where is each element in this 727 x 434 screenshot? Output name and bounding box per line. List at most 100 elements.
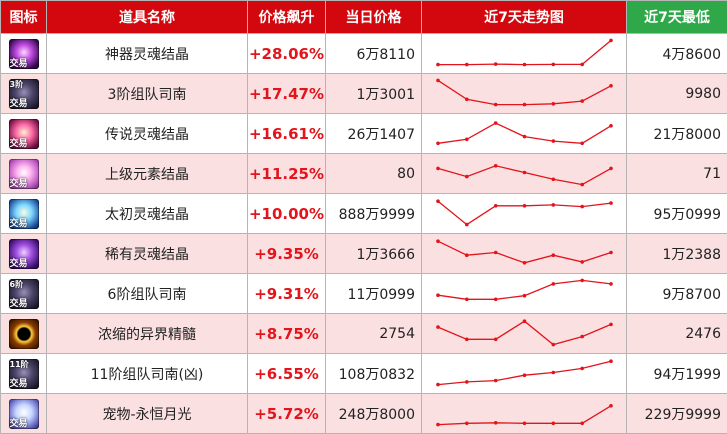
trend-point: [551, 62, 556, 67]
item-name: 3阶组队司南: [46, 73, 248, 114]
today-price: 1万3001: [325, 73, 422, 114]
table-row: 交易 太初灵魂结晶 +10.00% 888万9999 95万0999: [0, 193, 727, 234]
trend-point: [493, 337, 498, 342]
trend-point: [465, 421, 469, 426]
trend-point: [465, 297, 469, 302]
trend-point: [609, 282, 613, 286]
table-row: 交易 稀有灵魂结晶 +9.35% 1万3666 1万2388: [0, 233, 727, 274]
header-rise: 价格飙升: [247, 0, 326, 34]
trend-point: [609, 38, 613, 43]
lowest-price: 9980: [626, 73, 727, 114]
trend-line: [437, 240, 612, 264]
tier-label: 11阶: [9, 359, 29, 369]
trend-point: [551, 177, 556, 182]
trend-point: [493, 164, 498, 168]
moon-pet-icon: 交易: [8, 398, 39, 429]
trend-point: [436, 199, 440, 203]
table-row: 6阶 交易 6阶组队司南 +9.31% 11万0999 9万8700: [0, 273, 727, 314]
trend-point: [493, 102, 498, 107]
trend-point: [580, 366, 584, 371]
trend-point: [436, 78, 440, 83]
icon-cell: 交易: [0, 193, 47, 234]
trend-point: [522, 170, 527, 175]
trend-cell: [421, 233, 627, 274]
item-name: 6阶组队司南: [46, 273, 248, 314]
header-trend: 近7天走势图: [421, 0, 627, 34]
trend-line: [437, 122, 612, 144]
trend-cell: [421, 153, 627, 194]
icon-cell: 11阶交易: [0, 353, 47, 394]
trend-cell: [421, 73, 627, 114]
trend-point: [551, 102, 556, 106]
trend-point: [436, 141, 440, 146]
today-price: 80: [325, 153, 422, 194]
price-rise: +11.25%: [247, 153, 326, 194]
trend-cell: [421, 113, 627, 154]
blue-crystal-icon: 交易: [8, 198, 39, 229]
trend-sparkline: [436, 121, 613, 146]
item-name: 太初灵魂结晶: [46, 193, 248, 234]
icon-cell: 交易: [0, 113, 47, 154]
trend-sparkline: [436, 164, 613, 187]
trend-sparkline: [436, 404, 613, 427]
trend-point: [522, 102, 527, 107]
table-body: 交易 神器灵魂结晶 +28.06% 6万8110 4万8600 3阶 交易 3阶组队司南 +17…: [0, 33, 727, 434]
trend-point: [609, 404, 613, 408]
table-row: 浓缩的异界精髓 +8.75% 2754 2476: [0, 313, 727, 354]
trend-point: [436, 166, 440, 171]
lowest-price: 229万9999: [626, 393, 727, 434]
price-rise: +9.35%: [247, 233, 326, 274]
item-name: 上级元素结晶: [46, 153, 248, 194]
trend-sparkline: [436, 239, 613, 265]
price-rise: +28.06%: [247, 33, 326, 74]
trend-point: [436, 293, 440, 297]
violet-crystal-icon: 交易: [8, 238, 39, 269]
trend-point: [522, 421, 527, 426]
trend-point: [493, 204, 498, 208]
icon-cell: 交易: [0, 33, 47, 74]
item-name: 浓缩的异界精髓: [46, 313, 248, 354]
trend-line: [437, 165, 612, 186]
dark-ring-icon: 11阶交易: [8, 358, 39, 389]
price-rise: +16.61%: [247, 113, 326, 154]
price-rise: +9.31%: [247, 273, 326, 314]
today-price: 26万1407: [325, 113, 422, 154]
trade-badge: 交易: [9, 378, 28, 389]
purple-crystal-icon: 交易: [8, 38, 39, 69]
trend-line: [438, 39, 612, 66]
trend-point: [609, 359, 613, 363]
lowest-price: 1万2388: [626, 233, 727, 274]
trend-point: [580, 204, 584, 209]
trend-point: [493, 121, 498, 125]
table-row: 3阶 交易 3阶组队司南 +17.47% 1万3001 9980: [0, 73, 727, 114]
trend-point: [609, 250, 613, 255]
price-rise: +5.72%: [247, 393, 326, 434]
trend-point: [436, 325, 440, 329]
trend-point: [522, 62, 527, 67]
price-rise: +6.55%: [247, 353, 326, 394]
pink-orb-icon: 交易: [8, 158, 39, 189]
trend-point: [522, 261, 527, 265]
icon-cell: 6阶 交易: [0, 273, 47, 314]
trend-point: [465, 380, 469, 384]
dark-ring-icon: 6阶 交易: [8, 278, 39, 309]
item-name: 稀有灵魂结晶: [46, 233, 248, 274]
trend-sparkline: [436, 199, 613, 227]
trend-point: [436, 62, 440, 67]
trend-cell: [421, 393, 627, 434]
trend-point: [493, 378, 498, 383]
trend-cell: [421, 313, 627, 354]
header-today: 当日价格: [325, 0, 422, 34]
trend-point: [580, 99, 584, 103]
icon-cell: 3阶 交易: [0, 73, 47, 114]
lowest-price: 4万8600: [626, 33, 727, 74]
item-name: 11阶组队司南(凶): [46, 353, 248, 394]
trend-point: [609, 322, 613, 327]
price-rise: +10.00%: [247, 193, 326, 234]
trend-point: [551, 370, 556, 375]
pink-crystal-icon: 交易: [8, 118, 39, 149]
trend-point: [436, 239, 440, 243]
trend-sparkline: [436, 359, 613, 387]
today-price: 108万0832: [325, 353, 422, 394]
